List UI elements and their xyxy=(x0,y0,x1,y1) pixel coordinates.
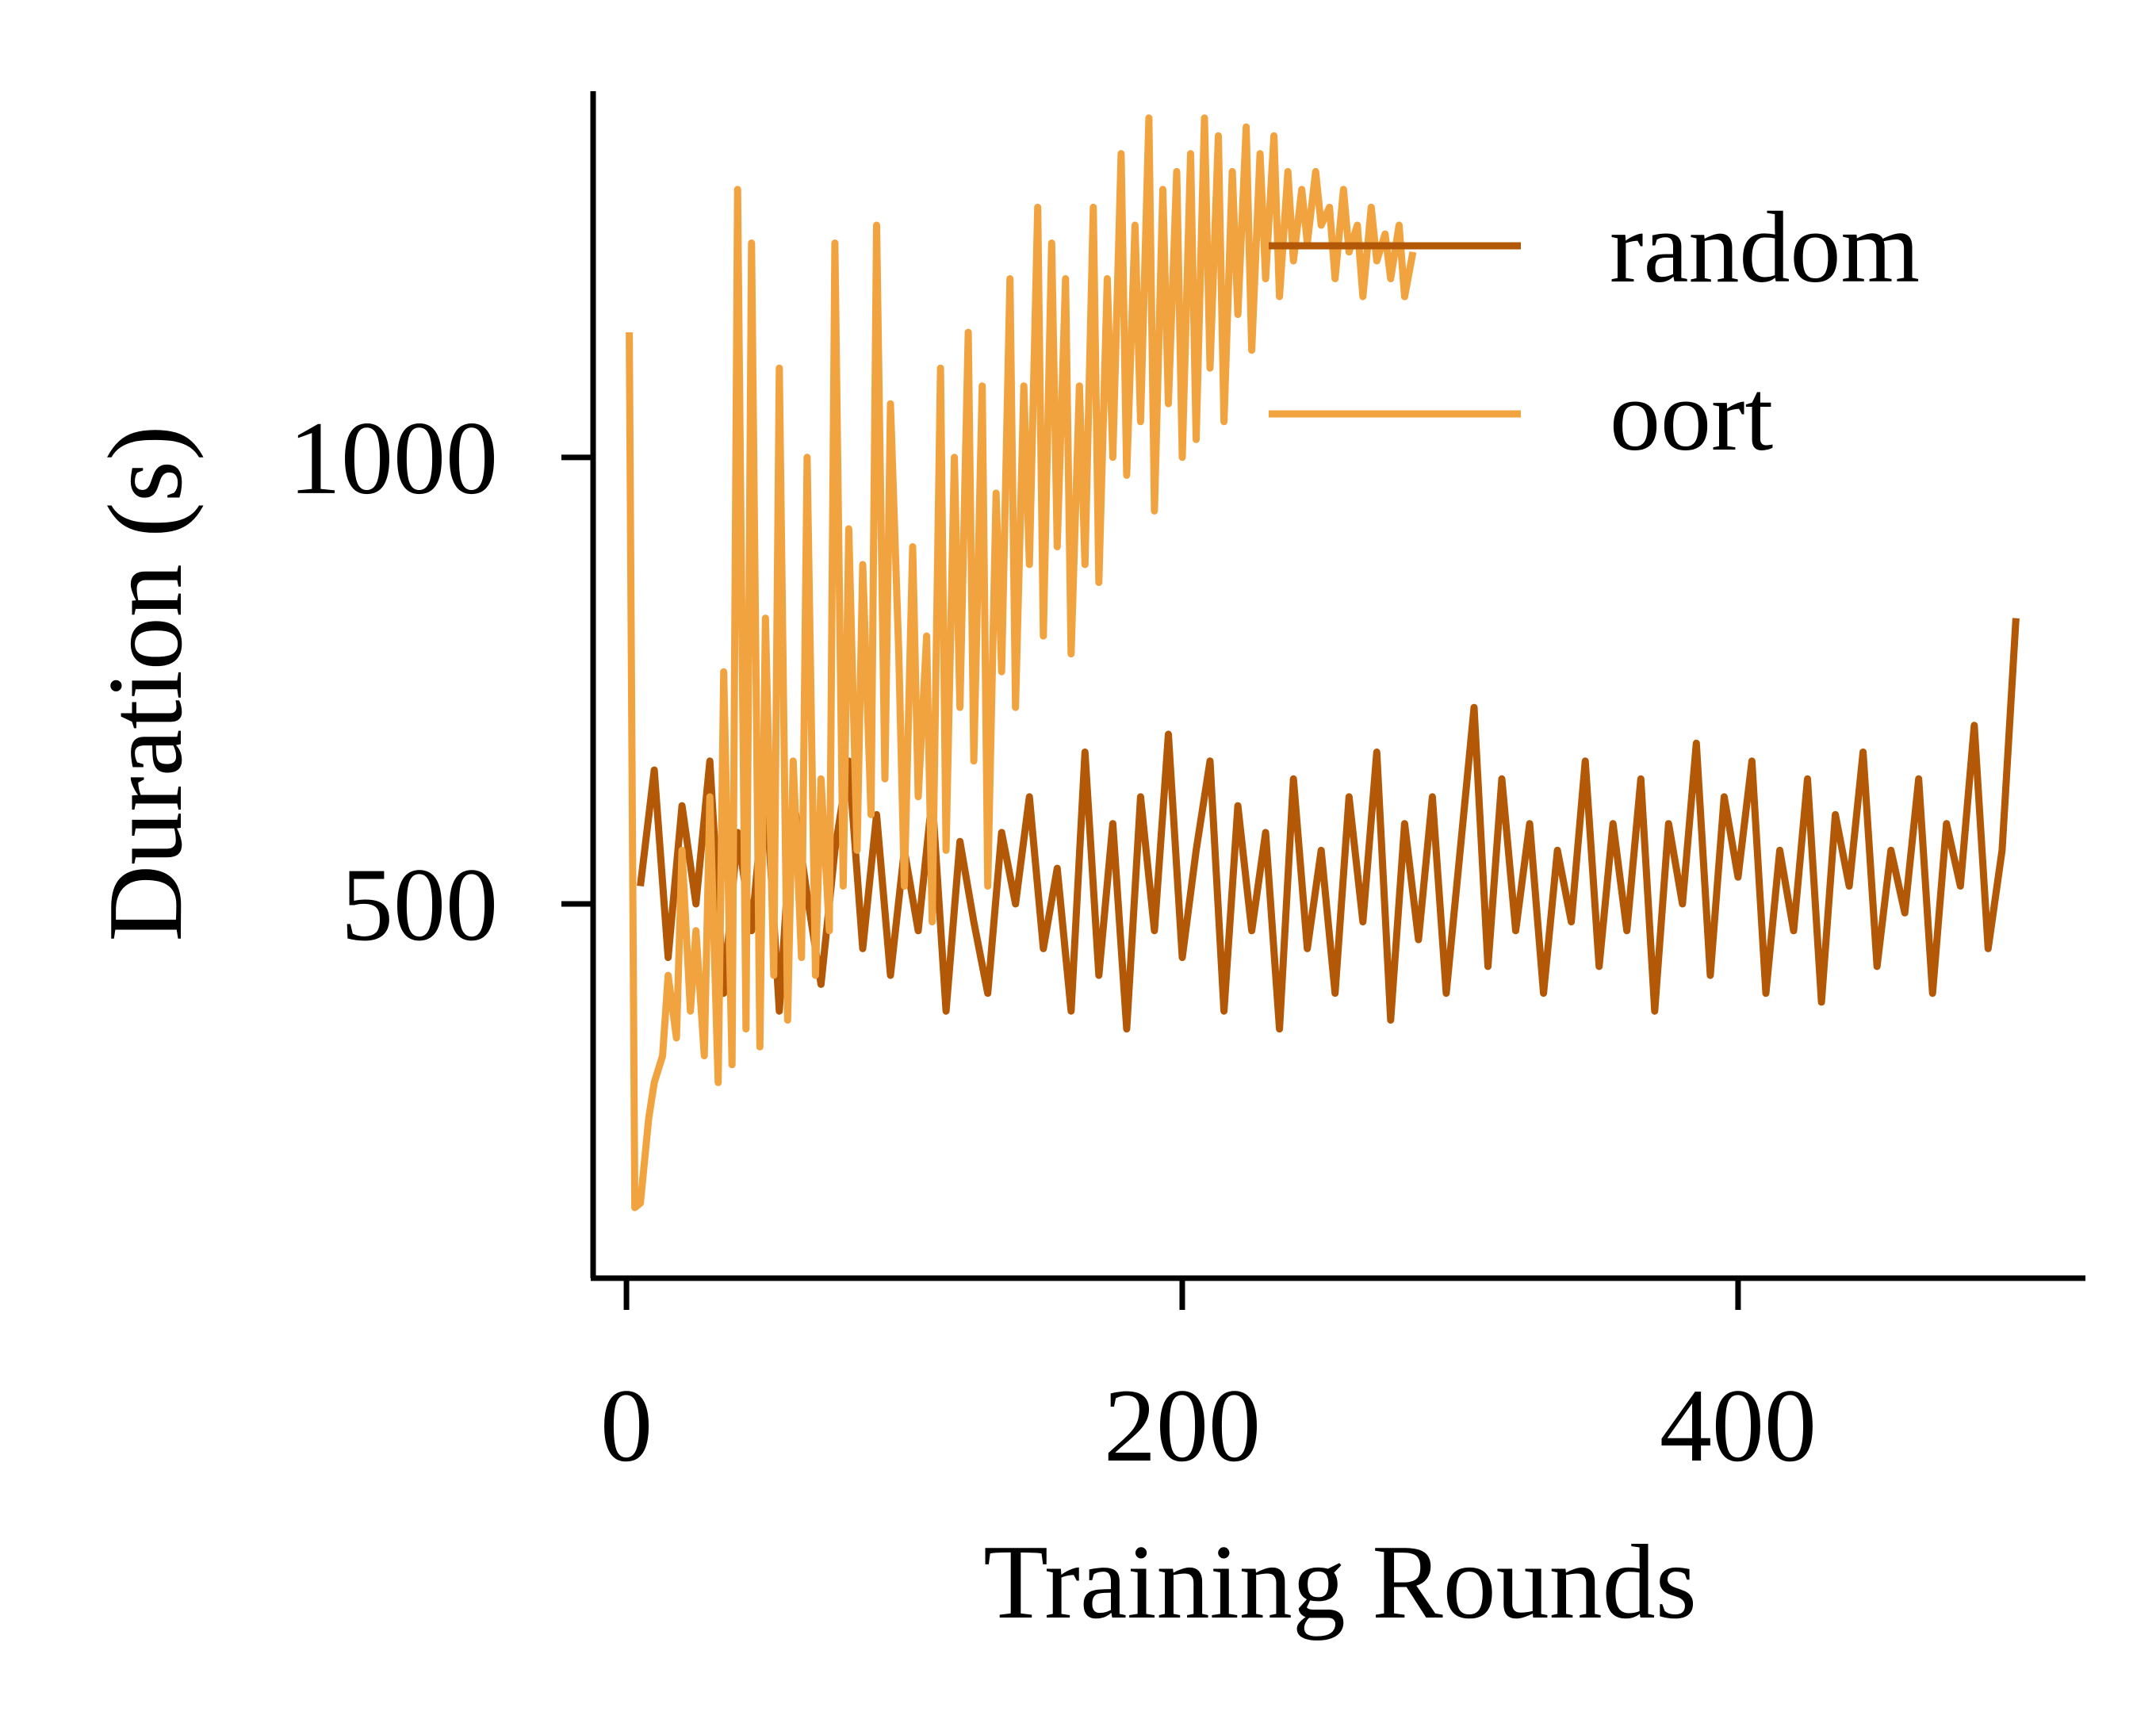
y-tick-label: 1000 xyxy=(289,400,498,516)
legend: random oort xyxy=(1269,191,1920,472)
ticks-layer: 0 200 400 500 1000 xyxy=(289,400,1817,1484)
series-line-random xyxy=(637,618,2020,1033)
x-tick-label: 0 xyxy=(600,1367,653,1484)
series-layer xyxy=(626,114,2020,1212)
series-line-oort xyxy=(626,114,1417,1212)
legend-label-random: random xyxy=(1610,191,1920,304)
y-tick-label: 500 xyxy=(341,846,498,963)
x-tick-label: 400 xyxy=(1660,1367,1817,1484)
y-axis-title: Duration (s) xyxy=(86,425,204,941)
legend-label-oort: oort xyxy=(1610,359,1773,472)
x-tick-label: 200 xyxy=(1104,1367,1261,1484)
x-axis-title: Training Rounds xyxy=(983,1523,1697,1641)
